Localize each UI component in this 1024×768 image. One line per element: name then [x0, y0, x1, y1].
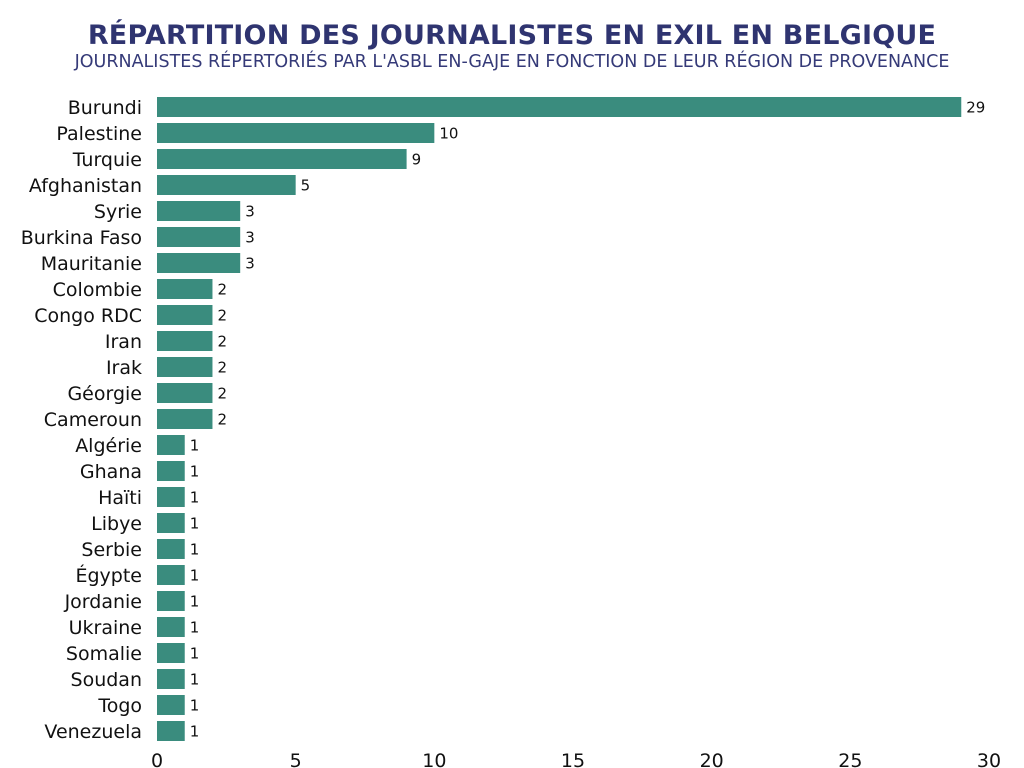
- category-label: Colombie: [53, 279, 142, 301]
- value-label: 3: [245, 229, 255, 247]
- bar-ukraine: [157, 617, 185, 637]
- bar-burkina-faso: [157, 227, 241, 247]
- value-label: 1: [190, 697, 200, 715]
- category-label: Libye: [91, 513, 142, 535]
- category-label: Soudan: [71, 669, 142, 691]
- value-label: 1: [190, 567, 200, 585]
- bar-syrie: [157, 201, 241, 221]
- value-label: 10: [439, 125, 458, 143]
- category-label: Ukraine: [69, 617, 142, 639]
- category-label: Afghanistan: [29, 175, 142, 197]
- bar-ha-ti: [157, 487, 185, 507]
- value-label: 2: [217, 385, 227, 403]
- value-label: 1: [190, 645, 200, 663]
- category-labels: Burundi Palestine Turquie Afghanistan Syrie B…: [21, 97, 142, 743]
- value-label: 5: [301, 177, 311, 195]
- value-label: 1: [190, 723, 200, 741]
- bar-congo-rdc: [157, 305, 213, 325]
- bar-colombie: [157, 279, 213, 299]
- bar-g-orgie: [157, 383, 213, 403]
- category-label: Haïti: [98, 487, 142, 509]
- value-label: 1: [190, 593, 200, 611]
- category-label: Burkina Faso: [21, 227, 142, 249]
- x-tick-label: 30: [977, 750, 1001, 768]
- bar-jordanie: [157, 591, 185, 611]
- category-label: Congo RDC: [34, 305, 142, 327]
- category-label: Égypte: [75, 564, 142, 587]
- x-tick-label: 25: [838, 750, 862, 768]
- bars-layer: [157, 97, 962, 741]
- category-label: Turquie: [72, 149, 142, 171]
- value-label: 2: [217, 411, 227, 429]
- bar-burundi: [157, 97, 962, 117]
- category-label: Mauritanie: [41, 253, 142, 275]
- value-label: 9: [412, 151, 422, 169]
- value-label: 2: [217, 281, 227, 299]
- x-tick-label: 0: [151, 750, 163, 768]
- x-tick-label: 15: [561, 750, 585, 768]
- bar-soudan: [157, 669, 185, 689]
- bar-somalie: [157, 643, 185, 663]
- category-label: Syrie: [94, 201, 142, 223]
- category-label: Algérie: [75, 435, 142, 457]
- value-label: 3: [245, 203, 255, 221]
- bar-cameroun: [157, 409, 213, 429]
- value-label: 1: [190, 619, 200, 637]
- category-label: Jordanie: [64, 591, 142, 613]
- value-label: 1: [190, 437, 200, 455]
- bar-serbie: [157, 539, 185, 559]
- value-label: 1: [190, 463, 200, 481]
- category-label: Ghana: [80, 461, 142, 483]
- category-label: Palestine: [56, 123, 142, 145]
- value-label: 1: [190, 541, 200, 559]
- value-label: 1: [190, 671, 200, 689]
- category-label: Togo: [97, 695, 142, 717]
- bar--gypte: [157, 565, 185, 585]
- bar-turquie: [157, 149, 407, 169]
- value-label: 1: [190, 489, 200, 507]
- bar-iran: [157, 331, 213, 351]
- category-label: Somalie: [66, 643, 142, 665]
- bar-libye: [157, 513, 185, 533]
- value-label: 2: [217, 359, 227, 377]
- value-label: 29: [966, 99, 985, 117]
- category-label: Burundi: [68, 97, 142, 119]
- x-axis-ticks: 0 5 10 15 20 25 30: [151, 750, 1001, 768]
- value-label: 3: [245, 255, 255, 273]
- bar-afghanistan: [157, 175, 296, 195]
- value-label: 2: [217, 333, 227, 351]
- bar-palestine: [157, 123, 435, 143]
- category-label: Venezuela: [44, 721, 142, 743]
- category-label: Géorgie: [67, 383, 142, 405]
- bar-togo: [157, 695, 185, 715]
- x-tick-label: 20: [700, 750, 724, 768]
- chart-title: RÉPARTITION DES JOURNALISTES EN EXIL EN …: [87, 20, 937, 51]
- bar-mauritanie: [157, 253, 241, 273]
- bar-alg-rie: [157, 435, 185, 455]
- x-tick-label: 10: [422, 750, 446, 768]
- value-label: 1: [190, 515, 200, 533]
- category-label: Iran: [105, 331, 142, 353]
- category-label: Irak: [106, 357, 142, 379]
- category-label: Cameroun: [44, 409, 142, 431]
- bar-irak: [157, 357, 213, 377]
- x-tick-label: 5: [290, 750, 302, 768]
- value-label: 2: [217, 307, 227, 325]
- chart-subtitle: JOURNALISTES RÉPERTORIÉS PAR L'ASBL EN-G…: [74, 52, 950, 72]
- bar-ghana: [157, 461, 185, 481]
- bar-venezuela: [157, 721, 185, 741]
- category-label: Serbie: [81, 539, 142, 561]
